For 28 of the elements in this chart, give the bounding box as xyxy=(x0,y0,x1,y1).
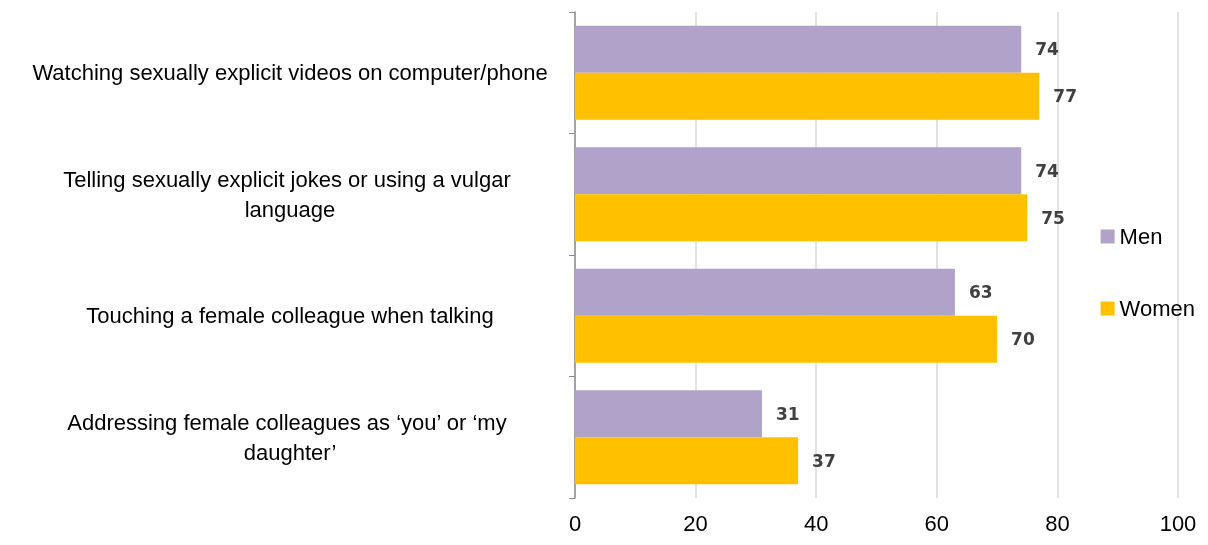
data-label: 31 xyxy=(775,403,800,424)
y-tick-label: Telling sexually explicit jokes or using a vulgar language xyxy=(63,166,517,222)
bar xyxy=(575,147,1022,195)
data-label: 70 xyxy=(1011,329,1035,350)
data-label: 74 xyxy=(1035,160,1060,181)
legend-label: Men xyxy=(1119,224,1163,249)
bar xyxy=(575,72,1040,120)
x-tick-label: 100 xyxy=(1159,510,1197,536)
bar xyxy=(575,437,799,485)
data-label: 75 xyxy=(1041,207,1065,228)
x-tick-label: 80 xyxy=(1045,510,1070,536)
bar xyxy=(575,25,1022,73)
data-label: 77 xyxy=(1053,86,1077,107)
y-tick-label: Watching sexually explicit videos on computer/phone xyxy=(32,60,548,86)
bar xyxy=(575,268,955,316)
bar xyxy=(575,194,1028,242)
x-tick-label: 20 xyxy=(683,510,708,536)
x-tick-label: 40 xyxy=(803,510,829,536)
y-tick-label: Touching a female colleague when talking xyxy=(86,303,494,329)
data-label: 63 xyxy=(968,282,993,303)
bar xyxy=(575,315,998,363)
data-label: 74 xyxy=(1035,39,1060,60)
x-tick-label: 60 xyxy=(924,510,950,536)
y-tick-label: Addressing female colleagues as ‘you’ or ‘my daughter’ xyxy=(67,409,513,465)
legend-label: Women xyxy=(1119,296,1196,321)
bar xyxy=(575,390,762,438)
data-label: 37 xyxy=(812,450,836,471)
x-tick-label: 0 xyxy=(568,510,582,536)
